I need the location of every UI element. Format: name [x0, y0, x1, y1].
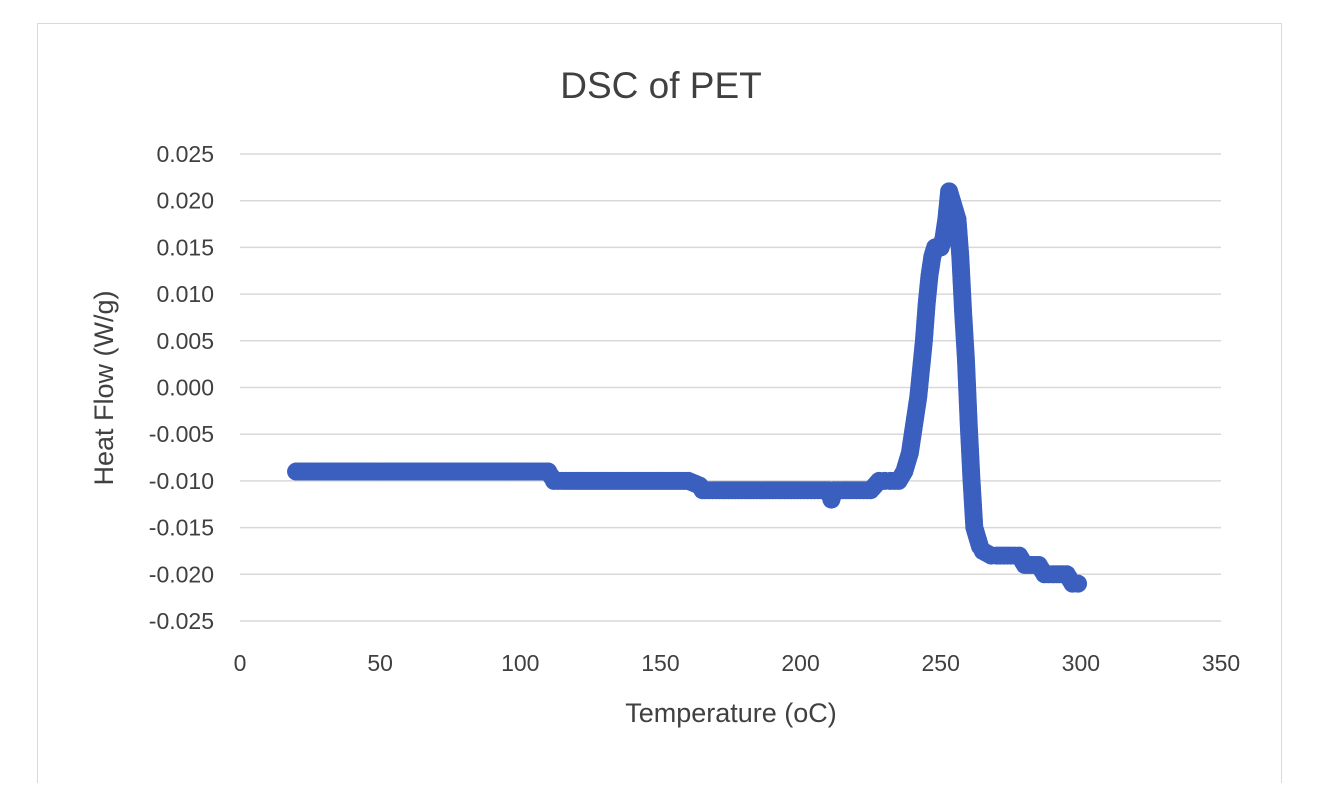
y-tick-label: 0.020: [156, 188, 214, 214]
y-tick-label: -0.015: [149, 515, 214, 541]
x-tick-labels: 0 50 100 150 200 250 300 350: [234, 650, 1241, 676]
x-tick-label: 300: [1062, 650, 1100, 676]
x-tick-label: 100: [501, 650, 539, 676]
y-tick-labels: 0.025 0.020 0.015 0.010 0.005 0.000 -0.005 -0.0…: [149, 141, 214, 634]
data-points: [287, 182, 1088, 593]
x-tick-label: 250: [922, 650, 960, 676]
chart-title: DSC of PET: [560, 65, 762, 106]
y-tick-label: 0.000: [156, 375, 214, 401]
x-tick-label: 350: [1202, 650, 1240, 676]
y-tick-label: 0.015: [156, 234, 214, 260]
y-tick-label: -0.025: [149, 608, 214, 634]
y-tick-label: 0.005: [156, 328, 214, 354]
chart-frame: [37, 23, 1282, 783]
x-tick-label: 50: [367, 650, 393, 676]
y-tick-label: 0.010: [156, 281, 214, 307]
y-tick-label: -0.010: [149, 468, 214, 494]
y-tick-label: 0.025: [156, 141, 214, 167]
x-tick-label: 150: [641, 650, 679, 676]
x-axis-label: Temperature (oC): [625, 698, 837, 728]
x-tick-label: 200: [781, 650, 819, 676]
y-axis-label: Heat Flow (W/g): [89, 290, 119, 485]
data-point: [1069, 574, 1088, 593]
y-tick-label: -0.005: [149, 421, 214, 447]
x-tick-label: 0: [234, 650, 247, 676]
y-tick-label: -0.020: [149, 561, 214, 587]
grid-lines: [240, 153, 1221, 576]
